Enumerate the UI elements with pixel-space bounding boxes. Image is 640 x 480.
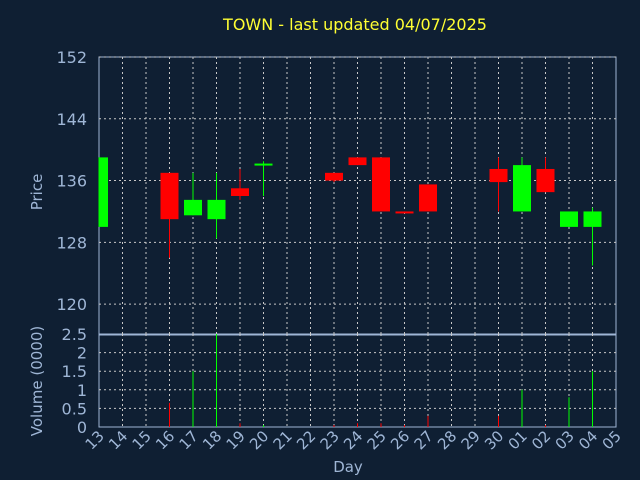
candle-02 (536, 157, 555, 193)
candle-body (513, 165, 531, 212)
volume-tick-label: 1 (77, 381, 87, 400)
x-tick-label: 30 (481, 427, 507, 453)
candle-body (160, 172, 179, 220)
candle-04 (583, 207, 602, 266)
candle-13 (98, 157, 108, 227)
volume-axis-label: Volume (0000) (28, 326, 46, 436)
x-tick-label: 24 (340, 427, 366, 453)
candle-body (419, 184, 437, 212)
x-tick-label: 17 (176, 427, 202, 453)
x-tick-label: 28 (434, 427, 460, 453)
candle-body (207, 199, 226, 220)
candle-body (560, 211, 578, 227)
x-tick-label: 25 (364, 427, 390, 453)
volume-tick-label: 0 (77, 418, 87, 437)
candle-body (325, 172, 343, 181)
candle-30 (489, 157, 508, 212)
price-tick-label: 128 (56, 233, 87, 252)
price-tick-label: 136 (56, 172, 87, 191)
candle-body (254, 163, 273, 166)
volume-tick-label: 1.5 (62, 362, 87, 381)
volume-tick-label: 0.5 (62, 399, 87, 418)
x-tick-label: 02 (528, 427, 554, 453)
candle-26 (395, 211, 414, 214)
candle-body (583, 211, 602, 227)
price-tick-label: 144 (56, 110, 87, 129)
price-tick-label: 152 (56, 48, 87, 67)
x-tick-label: 14 (105, 427, 131, 453)
candle-27 (419, 184, 437, 212)
candle-body (536, 168, 555, 193)
candle-25 (372, 157, 390, 212)
x-axis-label: Day (333, 458, 363, 476)
marks-layer (98, 157, 602, 427)
price-tick-label: 120 (56, 295, 87, 314)
x-tick-label: 15 (129, 427, 155, 453)
x-tick-label: 01 (505, 427, 531, 453)
volume-tick-label: 2 (77, 344, 87, 363)
volume-tick-label: 2.5 (62, 325, 87, 344)
x-tick-label: 16 (152, 427, 178, 453)
candle-body (395, 211, 414, 214)
candle-17 (184, 172, 202, 216)
candle-body (99, 157, 108, 227)
ticks-layer: 1314151617181920212223242526272829300102… (56, 48, 624, 453)
x-tick-label: 26 (387, 427, 413, 453)
x-tick-label: 27 (411, 427, 437, 453)
candle-16 (160, 172, 179, 258)
candle-23 (325, 172, 343, 183)
grid-layer (98, 56, 617, 428)
candle-body (184, 199, 202, 216)
candle-20 (254, 161, 273, 196)
x-tick-label: 22 (293, 427, 319, 453)
x-tick-label: 20 (246, 427, 272, 453)
x-tick-label: 21 (270, 427, 296, 453)
x-tick-label: 19 (223, 427, 249, 453)
x-tick-label: 03 (552, 427, 578, 453)
x-tick-label: 29 (458, 427, 484, 453)
x-tick-label: 05 (599, 427, 625, 453)
chart-title: TOWN - last updated 04/07/2025 (222, 15, 487, 34)
candle-19 (231, 168, 249, 200)
candle-18 (207, 172, 226, 239)
candle-01 (513, 157, 531, 212)
candle-body (372, 157, 390, 212)
candle-body (348, 157, 367, 166)
x-tick-label: 04 (575, 427, 601, 453)
candle-body (231, 188, 249, 196)
y-axis-label: Price (28, 174, 46, 211)
candle-body (489, 168, 508, 183)
x-tick-label: 18 (199, 427, 225, 453)
x-tick-label: 23 (317, 427, 343, 453)
candle-03 (560, 211, 578, 227)
candle-24 (348, 157, 367, 166)
